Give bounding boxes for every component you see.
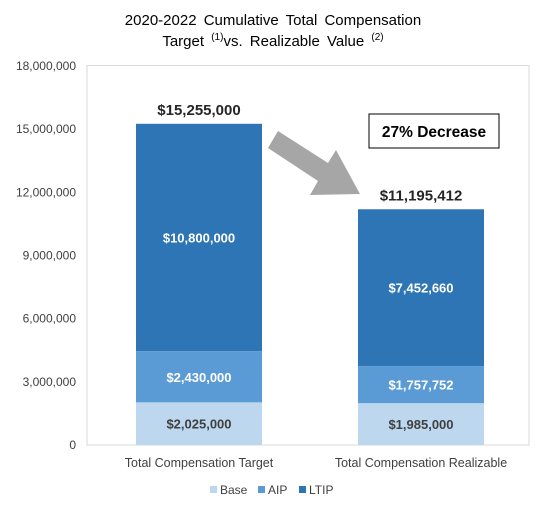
category-label: Total Compensation Realizable	[335, 456, 507, 470]
title-part-realizable: vs. Realizable Value	[223, 33, 371, 50]
bar-aip	[136, 351, 262, 403]
y-axis: 0 3,000,000 6,000,000 9,000,000 12,000,000 15…	[16, 59, 76, 452]
y-tick-label: 12,000,000	[16, 185, 76, 199]
bar-ltip	[136, 123, 262, 352]
y-tick-label: 3,000,000	[23, 375, 77, 389]
data-label: $1,757,752	[388, 378, 453, 393]
decrease-callout: 27% Decrease	[368, 113, 500, 149]
bar-aip	[358, 366, 484, 404]
data-label: $2,025,000	[166, 417, 231, 432]
bar-base	[358, 403, 484, 445]
legend: Base AIP LTIP	[210, 483, 333, 497]
y-tick-label: 0	[69, 438, 76, 452]
bars	[136, 123, 484, 445]
chart-title-line1: 2020-2022 Cumulative Total Compensation	[125, 12, 421, 29]
data-label: $10,800,000	[163, 230, 235, 245]
y-tick-label: 9,000,000	[23, 249, 77, 263]
legend-label-base: Base	[220, 483, 248, 497]
bar-ltip	[358, 209, 484, 367]
legend-swatch-ltip	[299, 486, 306, 493]
y-tick-label: 15,000,000	[16, 122, 76, 136]
data-labels: $2,025,000 $2,430,000 $10,800,000 $15,255,0…	[125, 102, 507, 470]
legend-label-ltip: LTIP	[309, 483, 333, 497]
chart-title-line2: Target (1)vs. Realizable Value (2)	[162, 32, 383, 50]
decrease-arrow	[268, 131, 360, 195]
legend-swatch-aip	[258, 486, 265, 493]
title-part-target: Target	[162, 33, 211, 50]
legend-label-aip: AIP	[268, 483, 287, 497]
title-footnote-2: (2)	[371, 32, 383, 43]
callout-text: 27% Decrease	[382, 124, 487, 141]
legend-swatch-base	[210, 486, 217, 493]
category-label: Total Compensation Target	[125, 456, 274, 470]
total-label: $11,195,412	[380, 187, 463, 204]
y-tick-label: 6,000,000	[23, 312, 77, 326]
total-label: $15,255,000	[157, 102, 240, 119]
title-footnote-1: (1)	[211, 32, 223, 43]
plot-area	[86, 65, 530, 446]
data-label: $2,430,000	[166, 370, 231, 385]
data-label: $7,452,660	[388, 281, 453, 296]
data-label: $1,985,000	[388, 417, 453, 432]
bar-base	[136, 402, 262, 445]
y-tick-label: 18,000,000	[16, 59, 76, 73]
callout-box	[368, 113, 500, 149]
